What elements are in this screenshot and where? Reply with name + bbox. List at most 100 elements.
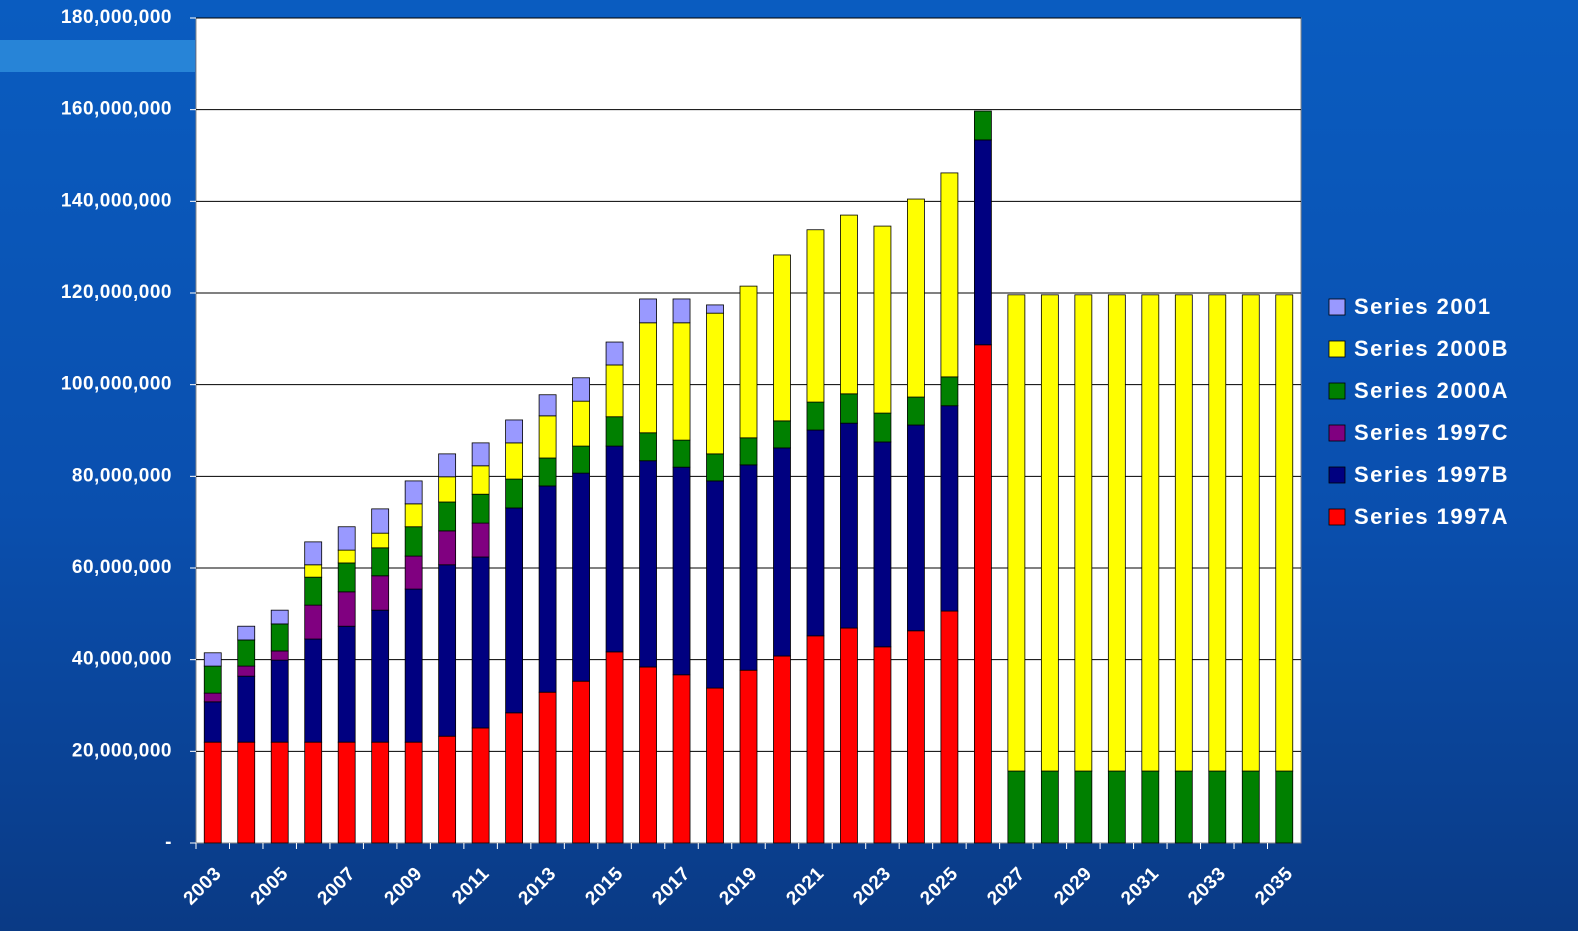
bar-segment [639,298,657,324]
bar-segment [706,687,724,844]
legend-label: Series 1997A [1354,504,1509,529]
bar-segment [706,453,724,482]
bar-segment [639,432,657,462]
bar-segment [672,466,691,676]
bar-segment [237,675,256,743]
bar-segment [773,420,791,449]
bar-segment [873,225,892,414]
legend-swatch [1328,508,1346,526]
bar-segment [203,741,222,844]
bar-segment [739,437,758,466]
bar-segment [773,655,791,844]
x-tick-label: 2027 [983,863,1029,909]
bar-segment [438,453,457,478]
bar-segment [907,198,925,398]
bar-segment [438,501,457,532]
y-tick-label: 80,000,000 [72,465,172,486]
y-tick-label: - [165,832,172,853]
x-tick-label: 2025 [916,863,962,909]
bar-segment [973,110,992,141]
bar-segment [1174,770,1193,844]
bar-segment [538,394,557,417]
bar-segment [404,480,423,505]
bar-segment [806,635,825,844]
bar-segment [371,508,390,534]
bar-segment [1107,770,1126,844]
bar-segment [237,665,256,677]
bar-segment [203,652,222,667]
bar-segment [1007,770,1026,844]
bar-segment [605,341,624,366]
bar-segment [840,422,858,629]
x-tick-label: 2033 [1184,863,1230,909]
bar-segment [237,639,256,667]
bar-segment [438,476,457,503]
bar-segment [1007,294,1026,772]
bar-segment [672,322,691,441]
bar-segment [873,412,892,443]
bar-segment [1074,770,1093,844]
bar-segment [304,576,323,606]
bar-segment [471,493,490,524]
bar-segment [505,712,524,844]
x-tick-label: 2029 [1050,863,1096,909]
bar-segment [572,680,590,844]
bar-segment [438,564,457,737]
bar-segment [270,659,289,743]
bar-segment [404,588,423,743]
bar-segment [471,727,490,844]
bar-segment [806,401,825,431]
bar-segment [304,541,323,566]
bar-segment [1208,294,1227,772]
bar-segment [270,650,289,661]
y-tick-label: 60,000,000 [72,557,172,578]
bar-segment [639,460,657,668]
bar-segment [605,651,624,844]
bar-segment [337,591,356,627]
bar-segment [304,638,323,743]
bar-segment [404,503,423,528]
bar-segment [270,623,289,652]
bar-segment [404,555,423,590]
bar-segment [572,400,590,447]
bar-segment [672,298,691,324]
bar-segment [572,377,590,402]
bar-segment [907,630,925,844]
bar-segment [907,396,925,426]
y-tick-label: 140,000,000 [61,190,172,211]
x-tick-label: 2011 [448,863,493,908]
bar-segment [739,285,758,439]
bar-segment [404,526,423,557]
bar-segment [873,646,892,844]
bar-segment [605,416,624,447]
bar-segment [873,441,892,648]
x-tick-label: 2005 [247,863,293,909]
bar-segment [940,172,959,378]
bar-segment [1241,770,1260,844]
bar-segment [739,669,758,844]
bar-segment [940,405,959,612]
x-tick-label: 2019 [715,863,761,909]
bar-segment [806,229,825,403]
bar-segment [304,604,323,640]
bar-segment [940,376,959,407]
bar-segment [505,442,524,480]
legend-label: Series 2001 [1354,294,1492,319]
bar-segment [639,666,657,844]
bar-segment [773,254,791,422]
bar-segment [471,522,490,558]
bar-segment [1241,294,1260,772]
bar-segment [1141,294,1160,772]
bar-segment [371,575,390,611]
bar-segment [840,627,858,844]
bar-segment [1208,770,1227,844]
bar-segment [605,445,624,653]
x-tick-label: 2013 [515,863,561,909]
bar-segment [337,741,356,844]
bar-segment [538,485,557,693]
legend-swatch [1328,298,1346,316]
bar-segment [237,741,256,844]
bar-segment [471,556,490,729]
bar-segment [505,419,524,444]
